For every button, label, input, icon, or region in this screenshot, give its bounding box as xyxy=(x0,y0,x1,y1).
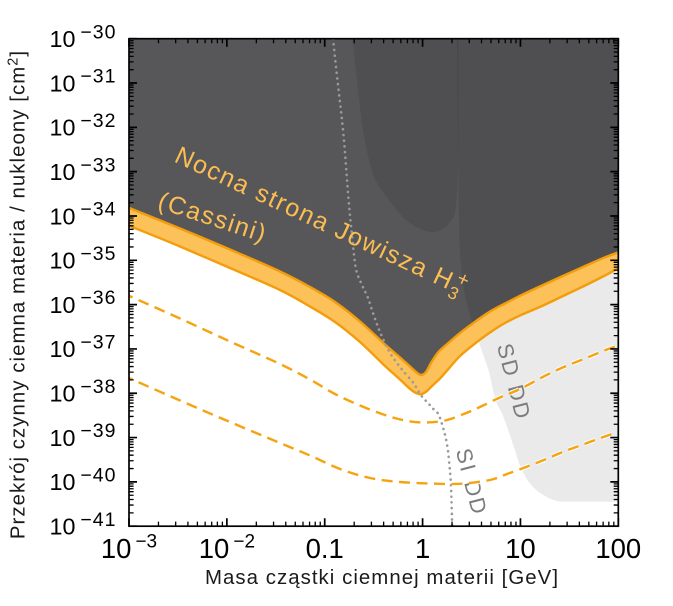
svg-text:Masa cząstki ciemnej materii [: Masa cząstki ciemnej materii [GeV] xyxy=(205,567,559,589)
svg-text:1: 1 xyxy=(415,533,430,564)
svg-text:0.1: 0.1 xyxy=(306,533,344,564)
svg-text:Przekrój czynny ciemna materia: Przekrój czynny ciemna materia / nukleon… xyxy=(6,50,30,539)
svg-text:10: 10 xyxy=(505,533,536,564)
svg-text:100: 100 xyxy=(595,533,641,564)
